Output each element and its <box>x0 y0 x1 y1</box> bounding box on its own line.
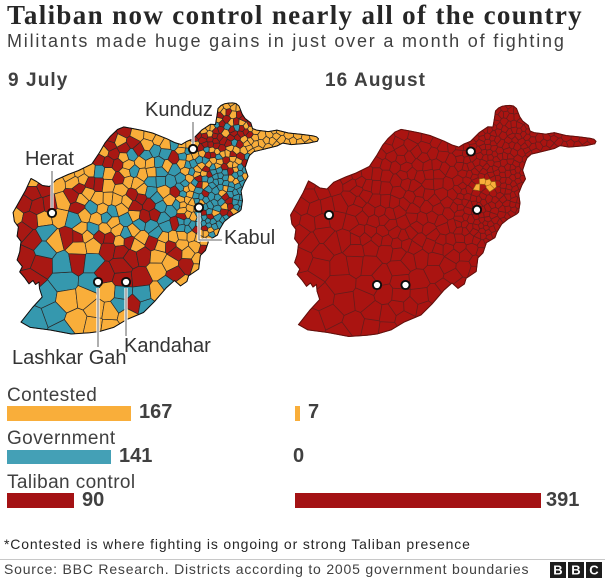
svg-text:B: B <box>553 563 562 578</box>
svg-text:C: C <box>589 563 599 578</box>
svg-text:B: B <box>571 563 580 578</box>
